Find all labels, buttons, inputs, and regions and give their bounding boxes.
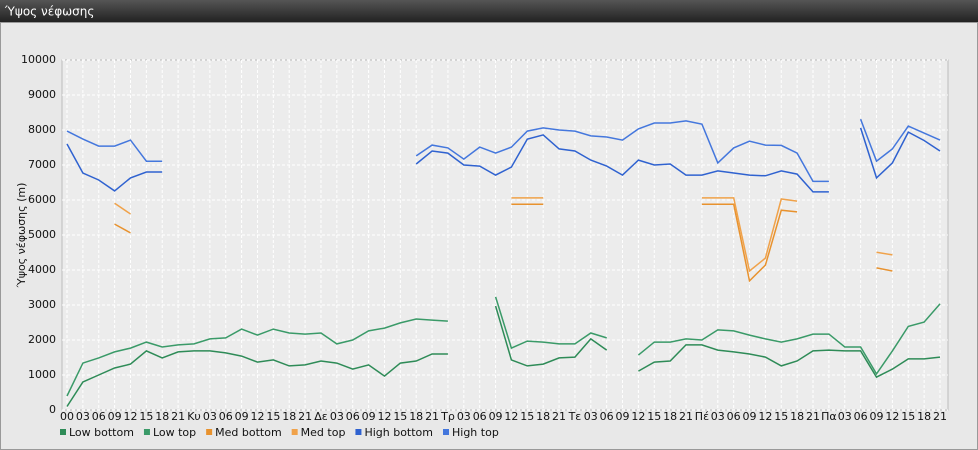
legend-label: Med top — [301, 426, 346, 439]
x-tick-label: 06 — [727, 410, 741, 423]
x-tick-label: 06 — [92, 410, 106, 423]
legend-label: Low bottom — [69, 426, 134, 439]
x-tick-label: 15 — [139, 410, 153, 423]
x-tick-label: 18 — [282, 410, 296, 423]
x-tick-label: 12 — [885, 410, 899, 423]
legend-label: Low top — [153, 426, 196, 439]
y-tick-label: 9000 — [28, 88, 56, 101]
x-tick-label: 21 — [425, 410, 439, 423]
x-tick-label: 06 — [219, 410, 233, 423]
x-tick-label: 18 — [155, 410, 169, 423]
y-tick-label: 1000 — [28, 368, 56, 381]
legend-swatch — [443, 429, 449, 435]
x-tick-label: 12 — [377, 410, 391, 423]
x-tick-label: 06 — [346, 410, 360, 423]
x-tick-label: 15 — [393, 410, 407, 423]
x-tick-label: 21 — [933, 410, 947, 423]
x-tick-label: 03 — [838, 410, 852, 423]
window-title: Ύψος νέφωσης — [4, 5, 94, 19]
x-tick-label: 12 — [123, 410, 137, 423]
x-tick-label: 18 — [917, 410, 931, 423]
series-line — [66, 127, 941, 193]
y-tick-label: 4000 — [28, 263, 56, 276]
x-tick-label: 12 — [758, 410, 772, 423]
x-tick-label: 09 — [489, 410, 503, 423]
x-tick-label: 12 — [250, 410, 264, 423]
legend-swatch — [291, 429, 298, 435]
x-tick-label: 15 — [647, 410, 661, 423]
x-tick-label: 15 — [520, 410, 534, 423]
x-tick-label: Τε — [568, 410, 582, 423]
x-tick-label: Τρ — [440, 410, 455, 423]
legend-swatch — [143, 429, 150, 435]
x-tick-label: 06 — [473, 410, 487, 423]
y-axis-label: Ύψος νέφωσης (m) — [15, 183, 28, 289]
x-tick-label: 12 — [631, 410, 645, 423]
legend-label: High top — [452, 426, 499, 439]
x-tick-label: 15 — [774, 410, 788, 423]
y-tick-label: 2000 — [28, 333, 56, 346]
series-line — [114, 203, 893, 283]
x-tick-label: 21 — [806, 410, 820, 423]
x-tick-label: 03 — [711, 410, 725, 423]
x-tick-label: 03 — [457, 410, 471, 423]
legend-swatch — [355, 429, 362, 435]
x-tick-label: 21 — [679, 410, 693, 423]
x-tick-label: 09 — [362, 410, 376, 423]
x-tick-label: 18 — [409, 410, 423, 423]
x-tick-label: Δε — [314, 410, 328, 423]
x-tick-label: 09 — [235, 410, 249, 423]
series-line — [66, 305, 941, 407]
x-tick-label: 21 — [298, 410, 312, 423]
x-tick-label: 18 — [790, 410, 804, 423]
x-tick-label: Πα — [821, 410, 837, 423]
x-tick-label: 06 — [600, 410, 614, 423]
legend-swatch — [60, 429, 66, 435]
x-tick-label: 06 — [854, 410, 868, 423]
y-tick-label: 7000 — [28, 158, 56, 171]
legend-label: Med bottom — [215, 426, 282, 439]
x-tick-label: 00 — [60, 410, 74, 423]
x-tick-label: 18 — [663, 410, 677, 423]
y-tick-label: 6000 — [28, 193, 56, 206]
x-tick-label: Κυ — [187, 410, 201, 423]
title-bar — [0, 0, 978, 22]
y-tick-label: 5000 — [28, 228, 56, 241]
x-tick-label: 15 — [266, 410, 280, 423]
legend-swatch — [206, 429, 213, 435]
x-tick-label: 09 — [108, 410, 122, 423]
x-tick-label: Πέ — [695, 410, 709, 423]
x-tick-label: 03 — [584, 410, 598, 423]
series-line — [66, 118, 941, 183]
x-tick-label: 03 — [330, 410, 344, 423]
legend-label: High bottom — [364, 426, 433, 439]
series-line — [114, 197, 893, 273]
x-tick-label: 09 — [743, 410, 757, 423]
x-tick-label: 18 — [536, 410, 550, 423]
series-line — [66, 296, 941, 397]
y-tick-label: 0 — [49, 403, 56, 416]
y-tick-label: 10000 — [21, 53, 56, 66]
x-tick-label: 03 — [76, 410, 90, 423]
y-tick-label: 3000 — [28, 298, 56, 311]
x-tick-label: 21 — [552, 410, 566, 423]
x-tick-label: 09 — [616, 410, 630, 423]
x-tick-label: 12 — [504, 410, 518, 423]
x-tick-label: 09 — [870, 410, 884, 423]
y-tick-label: 8000 — [28, 123, 56, 136]
x-tick-label: 15 — [901, 410, 915, 423]
x-tick-label: 03 — [203, 410, 217, 423]
x-tick-label: 21 — [171, 410, 185, 423]
